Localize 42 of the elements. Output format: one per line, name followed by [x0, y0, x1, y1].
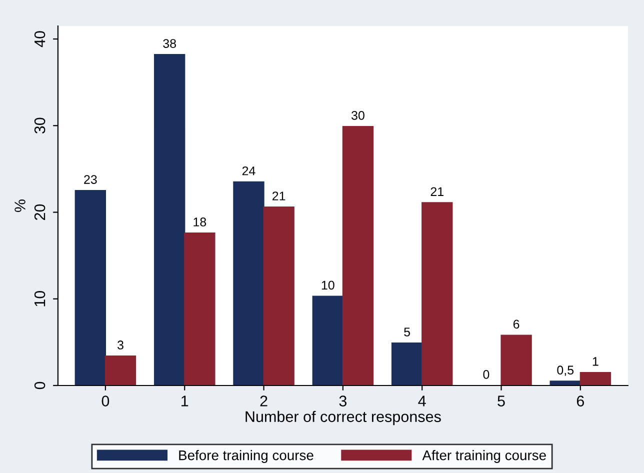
bar	[233, 181, 264, 386]
data-label: 0	[483, 370, 490, 379]
data-label: 5	[404, 328, 410, 336]
data-label: 30	[351, 111, 364, 120]
bar	[342, 126, 374, 386]
data-label: 6	[513, 320, 520, 329]
y-tick-label: 30	[34, 118, 46, 134]
x-tick-label: 1	[182, 396, 188, 406]
x-tick-label: 6	[576, 396, 584, 406]
y-tick-label: 0	[34, 382, 46, 390]
legend-label: Before training course	[179, 450, 314, 463]
bar	[154, 54, 186, 386]
data-label: 21	[272, 192, 286, 200]
bar	[74, 190, 106, 386]
bar	[104, 355, 136, 386]
data-label: 24	[242, 166, 256, 176]
y-tick-label: 20	[34, 204, 46, 220]
data-label: 18	[194, 218, 206, 226]
bar	[500, 334, 532, 386]
y-axis-title: %	[14, 200, 26, 212]
x-tick-label: 3	[339, 396, 347, 406]
x-tick-label: 5	[498, 396, 505, 406]
bar	[312, 296, 344, 386]
bar	[391, 342, 423, 386]
x-tick-label: 4	[418, 396, 426, 406]
data-label: 0,5	[557, 366, 574, 376]
x-axis-title: Number of correct responses	[246, 410, 441, 426]
x-tick-label: 2	[260, 396, 268, 406]
bar	[184, 232, 216, 386]
data-label: 23	[84, 175, 97, 184]
data-label: 1	[592, 357, 598, 366]
y-tick-label: 10	[34, 290, 46, 306]
data-label: 10	[322, 280, 334, 290]
legend-label: After training course	[422, 450, 546, 463]
x-tick-label: 0	[102, 396, 110, 406]
y-tick-label: 40	[34, 31, 46, 48]
bar	[580, 372, 612, 386]
bar	[263, 206, 294, 386]
data-label: 21	[430, 187, 444, 196]
data-label: 38	[163, 39, 176, 48]
bar	[422, 202, 453, 386]
data-label: 3	[117, 340, 124, 350]
